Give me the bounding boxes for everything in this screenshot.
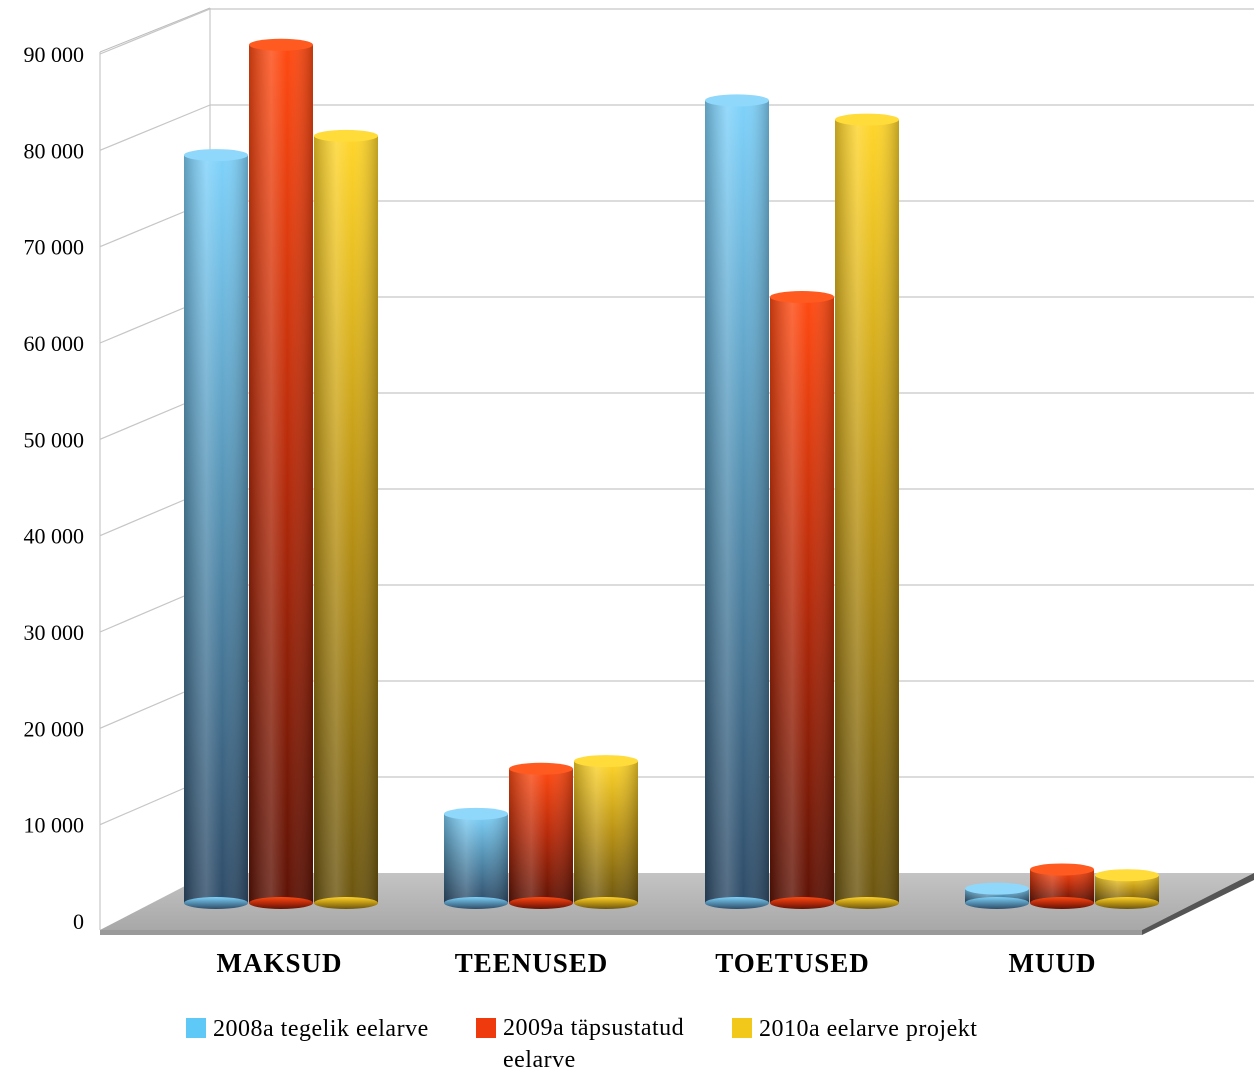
legend-label-2010: 2010a eelarve projekt xyxy=(759,1016,978,1042)
bar-shade xyxy=(184,155,248,904)
bar xyxy=(184,149,248,909)
bar-base xyxy=(509,897,573,909)
x-axis-categories: MAKSUD TEENUSED TOETUSED MUUD xyxy=(217,948,1097,978)
bar-cap xyxy=(249,38,313,51)
bar-cap xyxy=(314,129,378,142)
bar xyxy=(965,882,1029,909)
legend-item-2010: 2010a eelarve projekt xyxy=(732,1016,977,1043)
bar-chart: 0 10 000 20 000 30 000 40 000 50 000 60 000 70 … xyxy=(24,7,1254,978)
x-category-label: MAKSUD xyxy=(217,948,343,978)
floor-front xyxy=(100,930,1142,935)
bar-base xyxy=(314,897,378,909)
legend-item-2008: 2008a tegelik eelarve xyxy=(186,1016,429,1043)
y-tick-label: 30 000 xyxy=(24,620,85,645)
bar-base xyxy=(184,897,248,909)
bar xyxy=(314,129,378,909)
floor-side xyxy=(1142,873,1254,935)
legend-item-2009: 2009a täpsustatud eelarve xyxy=(476,1015,723,1076)
bar-shade xyxy=(314,135,378,903)
legend-label-2009: 2009a täpsustatud eelarve xyxy=(503,1015,685,1073)
bar xyxy=(444,807,508,909)
bar-cap xyxy=(770,290,834,303)
legend-swatch-red xyxy=(476,1018,496,1038)
bar-shade xyxy=(509,768,573,903)
bar-cap xyxy=(835,113,899,126)
bar xyxy=(835,113,899,909)
y-tick-label: 20 000 xyxy=(24,716,85,741)
floor-top xyxy=(100,873,1254,930)
y-tick-label: 0 xyxy=(73,909,84,934)
bar-shade xyxy=(574,761,638,903)
bar xyxy=(574,755,638,909)
bar xyxy=(509,762,573,909)
y-tick-label: 90 000 xyxy=(24,42,85,67)
y-tick-label: 70 000 xyxy=(24,235,85,260)
bar-cap xyxy=(574,755,638,768)
bar-cap xyxy=(965,882,1029,895)
gridline-side xyxy=(99,104,211,151)
bar-base xyxy=(835,897,899,909)
bar-base xyxy=(965,897,1029,909)
bar-cap xyxy=(1095,869,1159,882)
bar-base xyxy=(1030,897,1094,909)
y-tick-label: 10 000 xyxy=(24,813,85,838)
bar-base xyxy=(770,897,834,909)
bar-base xyxy=(444,897,508,909)
bar-shade xyxy=(705,100,769,903)
bar-base xyxy=(249,897,313,909)
bar-base xyxy=(574,897,638,909)
bar-cap xyxy=(705,94,769,107)
bars xyxy=(184,38,1159,909)
bar-cap xyxy=(509,762,573,775)
y-tick-label: 80 000 xyxy=(24,138,85,163)
legend-swatch-yellow xyxy=(732,1018,752,1038)
bar-base xyxy=(1095,897,1159,909)
bar xyxy=(770,290,834,909)
bar-base xyxy=(705,897,769,909)
bar xyxy=(1095,869,1159,909)
legend-label-2008: 2008a tegelik eelarve xyxy=(213,1016,429,1042)
bar-shade xyxy=(835,119,899,904)
bar-cap xyxy=(184,149,248,162)
bar xyxy=(249,38,313,909)
bar xyxy=(705,94,769,909)
y-axis-ticks: 0 10 000 20 000 30 000 40 000 50 000 60 000 70 … xyxy=(24,42,85,934)
top-wall-edge xyxy=(99,7,211,53)
x-category-label: MUUD xyxy=(1009,948,1097,978)
bar-shade xyxy=(249,44,313,904)
y-tick-label: 50 000 xyxy=(24,427,85,452)
chart-floor xyxy=(100,873,1254,935)
bar-shade xyxy=(444,813,508,903)
gridline-side xyxy=(99,8,211,55)
bar-cap xyxy=(1030,863,1094,876)
bar-shade xyxy=(770,296,834,904)
y-tick-label: 40 000 xyxy=(24,524,85,549)
x-category-label: TEENUSED xyxy=(455,948,609,978)
legend-swatch-blue xyxy=(186,1018,206,1038)
bar-cap xyxy=(444,807,508,820)
x-category-label: TOETUSED xyxy=(715,948,870,978)
bar xyxy=(1030,863,1094,909)
y-tick-label: 60 000 xyxy=(24,331,85,356)
